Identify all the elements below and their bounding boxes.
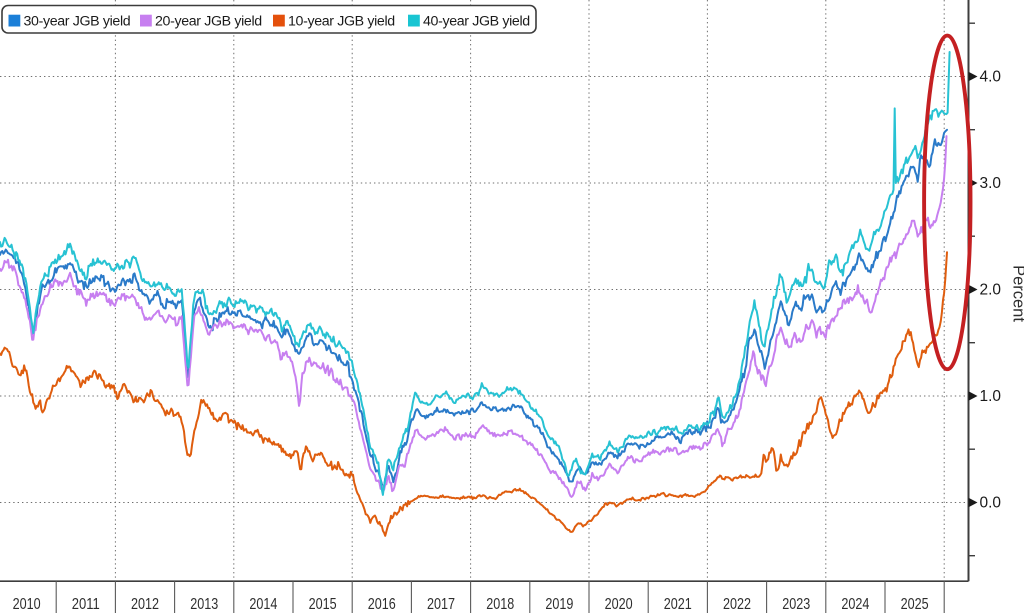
svg-text:2017: 2017	[427, 596, 455, 613]
svg-text:2019: 2019	[545, 596, 573, 613]
svg-text:2021: 2021	[664, 596, 692, 613]
svg-text:2025: 2025	[901, 596, 929, 613]
svg-text:2018: 2018	[486, 596, 514, 613]
svg-text:20-year JGB yield: 20-year JGB yield	[155, 14, 262, 30]
svg-text:2014: 2014	[249, 596, 277, 613]
svg-text:2012: 2012	[131, 596, 159, 613]
svg-text:2013: 2013	[190, 596, 218, 613]
svg-text:2022: 2022	[723, 596, 751, 613]
svg-text:2016: 2016	[368, 596, 396, 613]
svg-text:2.0: 2.0	[980, 282, 1002, 299]
svg-text:1.0: 1.0	[980, 388, 1002, 405]
svg-text:2023: 2023	[782, 596, 810, 613]
svg-text:2015: 2015	[309, 596, 337, 613]
svg-text:2011: 2011	[72, 596, 100, 613]
svg-text:Percent: Percent	[1010, 265, 1024, 322]
svg-text:2020: 2020	[605, 596, 633, 613]
svg-text:2024: 2024	[841, 596, 869, 613]
svg-text:30-year JGB yield: 30-year JGB yield	[24, 14, 131, 30]
svg-text:4.0: 4.0	[980, 69, 1002, 86]
svg-text:10-year JGB yield: 10-year JGB yield	[288, 14, 395, 30]
svg-text:40-year JGB yield: 40-year JGB yield	[423, 14, 530, 30]
svg-text:2010: 2010	[13, 596, 41, 613]
svg-text:0.0: 0.0	[980, 495, 1002, 512]
svg-text:3.0: 3.0	[980, 175, 1002, 192]
